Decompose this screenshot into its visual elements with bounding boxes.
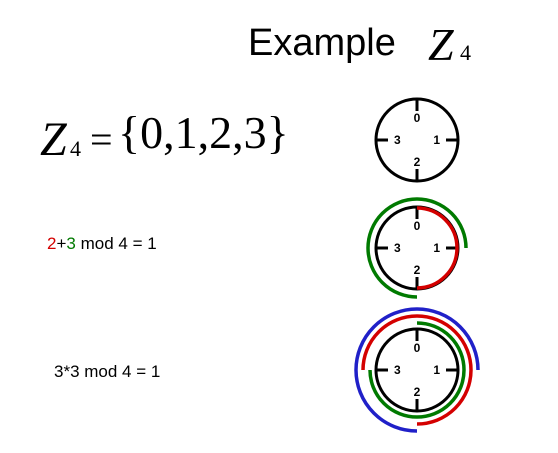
set-symbol: Z <box>40 113 67 166</box>
green-arc-plus-3 <box>366 197 468 299</box>
green-arc-step-1 <box>368 321 466 419</box>
red-arc-plus-2 <box>416 206 459 290</box>
addition-example: 2+3 mod 4 = 1 <box>47 234 157 254</box>
addition-plus: + <box>56 234 67 253</box>
set-equals: = <box>90 117 113 162</box>
clock-label-2: 2 <box>414 385 421 399</box>
clock-label-1: 1 <box>433 241 440 255</box>
clock-label-2: 2 <box>414 263 421 277</box>
clock-label-0: 0 <box>414 341 421 355</box>
clock-label-3: 3 <box>394 133 401 147</box>
title-symbol: Z <box>428 19 454 70</box>
set-elements: {0,1,2,3} <box>118 107 289 158</box>
clock-label-1: 1 <box>433 133 440 147</box>
addition-operand-2: 2 <box>47 234 57 253</box>
set-subscript: 4 <box>70 136 81 161</box>
clock-label-1: 1 <box>433 363 440 377</box>
clock-addition: 0 1 2 3 <box>366 197 468 299</box>
blue-arc-step-3 <box>354 307 480 433</box>
slide-title: Example <box>248 22 396 64</box>
title-subscript: 4 <box>460 40 471 65</box>
clock-multiplication: 0 1 2 3 <box>354 307 480 433</box>
clock-plain: 0 1 2 3 <box>374 97 460 183</box>
red-arc-step-2 <box>361 314 473 426</box>
clock-label-3: 3 <box>394 363 401 377</box>
clock-label-0: 0 <box>414 219 421 233</box>
addition-result: mod 4 = 1 <box>75 234 157 253</box>
multiplication-text: 3*3 mod 4 = 1 <box>54 362 161 381</box>
clock-label-2: 2 <box>414 155 421 169</box>
clock-label-3: 3 <box>394 241 401 255</box>
clock-label-0: 0 <box>414 111 421 125</box>
addition-operand-3: 3 <box>66 234 76 253</box>
multiplication-example: 3*3 mod 4 = 1 <box>54 362 160 382</box>
